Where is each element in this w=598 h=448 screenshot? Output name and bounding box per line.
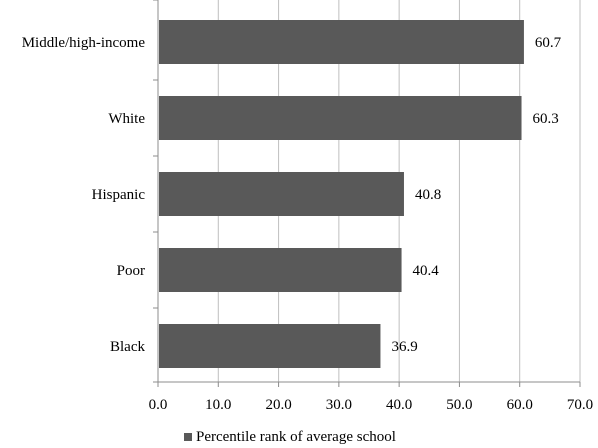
x-tick-label: 30.0 <box>326 397 352 413</box>
data-label: 40.4 <box>413 263 440 279</box>
data-label: 60.3 <box>533 111 559 127</box>
data-label: 40.8 <box>415 187 441 203</box>
x-tick-label: 40.0 <box>386 397 412 413</box>
data-label: 60.7 <box>535 35 562 51</box>
legend-label: Percentile rank of average school <box>196 429 396 445</box>
bar <box>159 324 381 368</box>
x-tick-label: 60.0 <box>507 397 533 413</box>
data-label: 36.9 <box>391 339 417 355</box>
category-label: White <box>108 111 145 127</box>
x-tick-label: 20.0 <box>265 397 291 413</box>
x-tick-labels: 0.0 10.0 20.0 30.0 40.0 50.0 60.0 70.0 <box>149 397 594 413</box>
category-label: Black <box>110 339 145 355</box>
x-tick-label: 70.0 <box>567 397 593 413</box>
category-labels: Middle/high-income White Hispanic Poor Black <box>22 35 146 355</box>
x-tick-label: 10.0 <box>205 397 231 413</box>
category-label: Poor <box>117 263 145 279</box>
axes <box>153 0 581 387</box>
category-label: Hispanic <box>92 187 146 203</box>
bar <box>159 248 402 292</box>
legend: Percentile rank of average school <box>184 428 396 446</box>
bar <box>159 172 404 216</box>
bar <box>159 20 524 64</box>
bars <box>159 20 524 368</box>
x-tick-label: 50.0 <box>446 397 472 413</box>
bar <box>159 96 522 140</box>
legend-swatch <box>184 433 192 441</box>
data-labels: 60.7 60.3 40.8 40.4 36.9 <box>391 35 561 355</box>
category-label: Middle/high-income <box>22 35 146 51</box>
x-tick-label: 0.0 <box>149 397 168 413</box>
